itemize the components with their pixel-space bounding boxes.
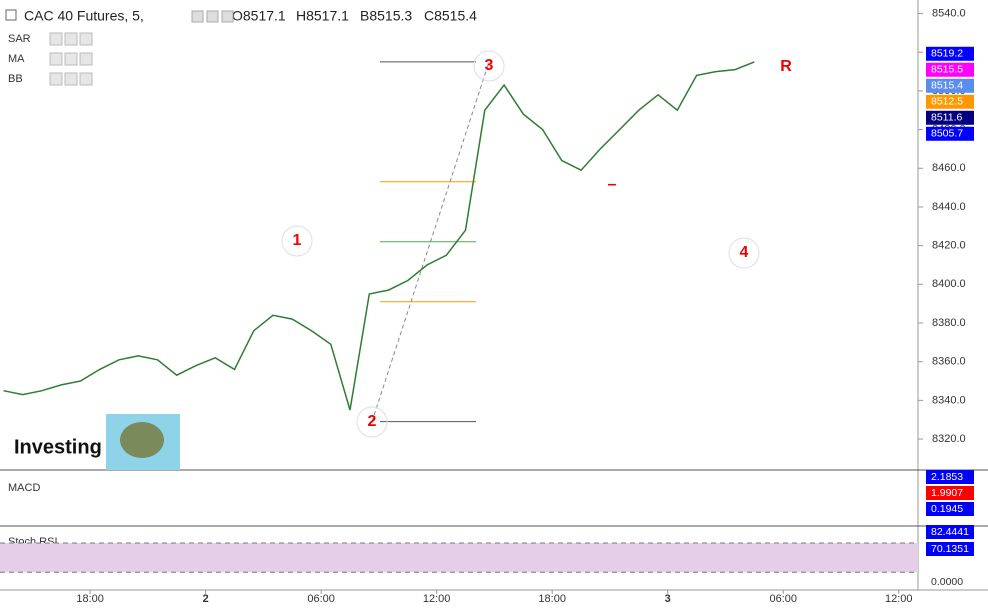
- header-button[interactable]: [191, 10, 204, 23]
- y-tick-label: 8460.0: [932, 162, 966, 174]
- y-tick-label: 8440.0: [932, 201, 966, 213]
- annotation-circle: [473, 50, 505, 82]
- x-tick-label: 3: [665, 593, 671, 605]
- price-tag-label: 8515.4: [931, 80, 963, 92]
- price-tag: [926, 502, 974, 516]
- indicator-button[interactable]: [64, 52, 78, 66]
- logo-figure: [120, 422, 164, 458]
- price-tag: [926, 542, 974, 556]
- price-tag: [926, 525, 974, 539]
- indicator-label: BB: [8, 73, 23, 85]
- y-tick-label: 8320.0: [932, 433, 966, 445]
- annotation: 4: [740, 244, 749, 261]
- annotation: –: [608, 176, 617, 193]
- price-tag-label: 70.1351: [931, 543, 969, 555]
- price-tag: [926, 575, 974, 589]
- price-line: [3, 61, 755, 411]
- price-tag-label: 8511.6: [931, 112, 962, 124]
- y-tick-label: 8340.0: [932, 394, 966, 406]
- annotation-circle: [281, 225, 313, 257]
- ohlc-value: B8515.3: [360, 8, 412, 24]
- y-tick-label: 8380.0: [932, 317, 966, 329]
- price-tag-label: 0.0000: [931, 576, 963, 588]
- x-tick-label: 18:00: [538, 593, 566, 605]
- price-tag: [926, 94, 974, 109]
- annotation: 1: [293, 232, 302, 249]
- logo-text: Investing: [14, 436, 102, 458]
- logo: Investing: [14, 414, 180, 470]
- annotation-circle: [728, 237, 760, 269]
- indicator-button[interactable]: [49, 72, 63, 86]
- header-button[interactable]: [206, 10, 219, 23]
- price-tag: [926, 78, 974, 93]
- price-tag-label: 2.1853: [931, 471, 963, 483]
- x-tick-label: 18:00: [76, 593, 104, 605]
- annotation-circle: [356, 406, 388, 438]
- y-tick-label: 8420.0: [932, 240, 966, 252]
- price-tag: [926, 486, 974, 500]
- indicator-label: MA: [8, 53, 25, 65]
- annotation: 3: [485, 57, 494, 74]
- x-tick-label: 12:00: [423, 593, 451, 605]
- pane-label: MACD: [8, 482, 40, 494]
- price-tag-label: 8505.7: [931, 128, 963, 140]
- fib-trend: [371, 61, 490, 422]
- y-tick-label: 8360.0: [932, 356, 966, 368]
- indicator-button[interactable]: [64, 32, 78, 46]
- annotation: 2: [368, 413, 377, 430]
- price-tag: [926, 470, 974, 484]
- price-tag: [926, 46, 974, 61]
- price-tag: [926, 62, 974, 77]
- indicator-button[interactable]: [79, 72, 93, 86]
- price-tag: [926, 126, 974, 141]
- price-tag: [926, 110, 974, 125]
- price-tag-label: 0.1945: [931, 503, 963, 515]
- indicator-button[interactable]: [64, 72, 78, 86]
- price-tag-label: 8512.5: [931, 96, 963, 108]
- x-tick-label: 2: [203, 593, 209, 605]
- price-tag-label: 1.9907: [931, 487, 963, 499]
- indicator-button[interactable]: [49, 32, 63, 46]
- price-tag-label: 82.4441: [931, 526, 969, 538]
- symbol: CAC 40 Futures, 5,: [24, 8, 144, 24]
- indicator-button[interactable]: [79, 52, 93, 66]
- y-tick-label: 8540.0: [932, 7, 966, 19]
- header-button[interactable]: [221, 10, 234, 23]
- price-tag-label: 8515.5: [931, 64, 963, 76]
- x-tick-label: 12:00: [885, 593, 913, 605]
- price-tag-label: 8519.2: [931, 48, 963, 60]
- x-tick-label: 06:00: [769, 593, 797, 605]
- annotation: R: [780, 58, 792, 75]
- ohlc-value: H8517.1: [296, 8, 349, 24]
- indicator-label: SAR: [8, 33, 31, 45]
- indicator-button[interactable]: [49, 52, 63, 66]
- ohlc-value: O8517.1: [232, 8, 286, 24]
- indicator-button[interactable]: [79, 32, 93, 46]
- ohlc-value: C8515.4: [424, 8, 477, 24]
- x-tick-label: 06:00: [307, 593, 335, 605]
- rsi-band: [0, 543, 918, 573]
- collapse-icon[interactable]: [5, 9, 17, 21]
- y-tick-label: 8400.0: [932, 278, 966, 290]
